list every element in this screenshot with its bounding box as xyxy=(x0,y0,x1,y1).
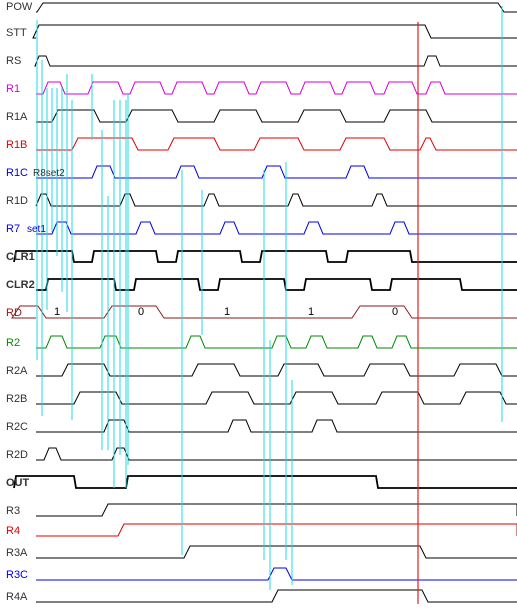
label-r1c: R1C xyxy=(6,167,28,179)
label-r1b: R1B xyxy=(6,139,27,151)
waveform-r2c xyxy=(36,419,517,433)
note-r1c: R8set2 xyxy=(33,168,65,179)
rd-value: 1 xyxy=(54,306,60,318)
label-rd: RD xyxy=(6,307,22,319)
waveform-clr2 xyxy=(36,278,517,291)
label-r2: R2 xyxy=(6,337,20,349)
label-r2a: R2A xyxy=(6,365,28,377)
waveform-r7 xyxy=(36,221,517,235)
rd-value: 1 xyxy=(224,306,230,318)
label-r3c: R3C xyxy=(6,569,28,581)
waveform-r2b xyxy=(36,391,517,405)
label-r1: R1 xyxy=(6,83,20,95)
rd-value: 0 xyxy=(392,306,398,318)
label-r1d: R1D xyxy=(6,195,28,207)
label-r2c: R2C xyxy=(6,421,28,433)
waveform-r3a xyxy=(36,545,517,559)
waveform-clr1 xyxy=(13,250,517,263)
waveform-r2 xyxy=(36,335,517,349)
label-r2b: R2B xyxy=(6,393,27,405)
waveform-rs xyxy=(34,55,517,67)
waveform-r3c xyxy=(36,567,517,581)
waveform-stt xyxy=(32,24,517,39)
waveform-rd xyxy=(11,305,517,319)
waveform-r4 xyxy=(36,523,517,537)
waveform-r1a xyxy=(36,109,517,123)
label-rs: RS xyxy=(6,55,21,67)
waveform-r1b xyxy=(36,137,517,151)
label-r1a: R1A xyxy=(6,111,28,123)
rd-value: 1 xyxy=(308,306,314,318)
waveform-r2a xyxy=(36,363,517,377)
rd-value: 0 xyxy=(138,306,144,318)
label-out: OUT xyxy=(6,477,30,489)
label-r4a: R4A xyxy=(6,591,28,603)
label-clr2: CLR2 xyxy=(6,279,35,291)
waveform-pow xyxy=(36,2,517,13)
waveform-r1 xyxy=(36,81,517,95)
label-r3a: R3A xyxy=(6,547,28,559)
label-r2d: R2D xyxy=(6,449,28,461)
label-r7: R7 xyxy=(6,223,20,235)
rd-values: 1 0 1 1 0 xyxy=(54,306,398,318)
cyan-guide-lines xyxy=(36,6,503,590)
waveform-out xyxy=(13,475,517,489)
waveform-r4a xyxy=(36,589,517,603)
label-stt: STT xyxy=(6,27,27,39)
waveform-r1d xyxy=(35,193,517,207)
signal-labels: POW STT RS R1 R1A R1B R1C R8set2 R1D R7 set1 CLR1 CL… xyxy=(6,1,65,603)
label-r4: R4 xyxy=(6,525,20,537)
label-pow: POW xyxy=(6,1,33,13)
label-r3: R3 xyxy=(6,505,20,517)
label-clr1: CLR1 xyxy=(6,251,35,263)
note-r7: set1 xyxy=(27,224,46,235)
waveform-r3 xyxy=(36,503,517,517)
waveform-r1c xyxy=(36,165,517,179)
